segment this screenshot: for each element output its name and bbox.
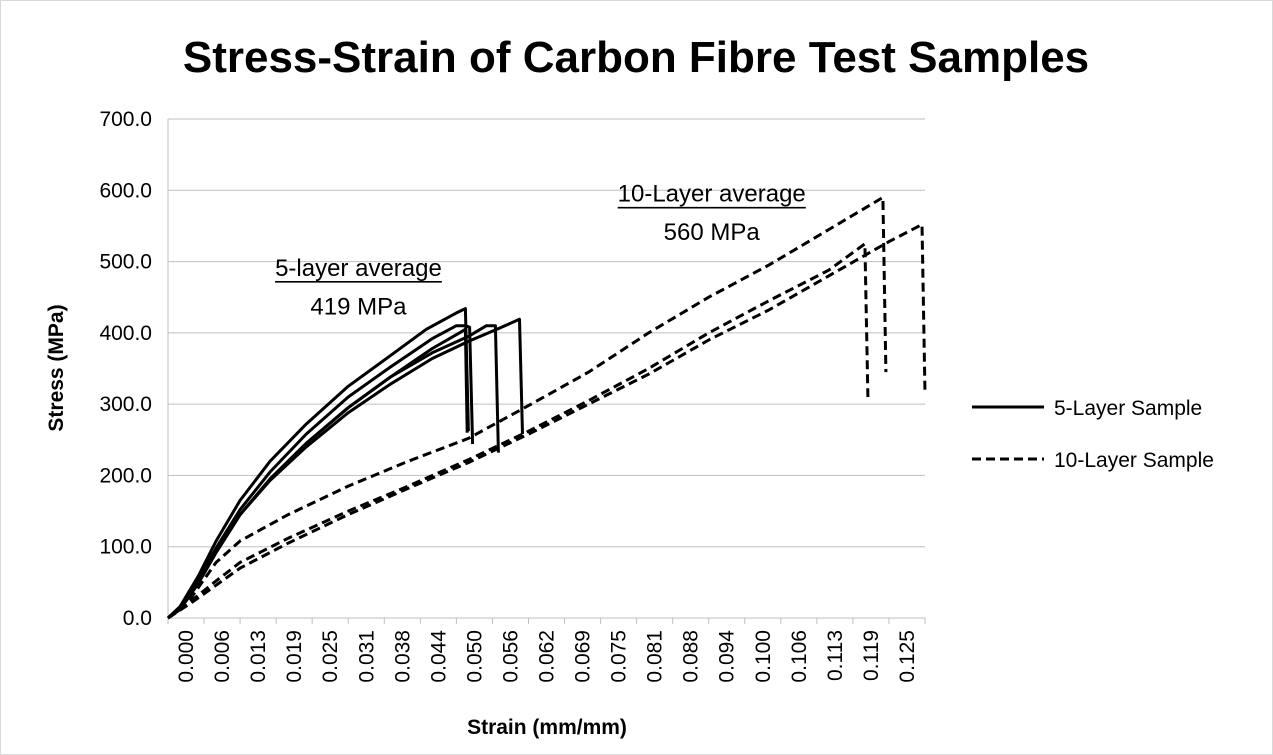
x-tick-label: 0.006 [211, 630, 234, 683]
annotation-value: 419 MPa [310, 293, 407, 320]
x-tick-label: 0.031 [355, 630, 378, 683]
chart-title: Stress-Strain of Carbon Fibre Test Sampl… [183, 33, 1089, 82]
10-layer-sample-line [167, 195, 888, 620]
x-tick-label: 0.013 [247, 630, 270, 683]
x-tick-label: 0.094 [716, 630, 739, 683]
y-axis-title: Stress (MPa) [45, 304, 68, 431]
gridlines [168, 118, 925, 619]
x-tick-label: 0.069 [572, 630, 595, 683]
x-tick-label: 0.113 [824, 630, 847, 681]
axes: 0.0 100.0 200.0 300.0 400.0 500.0 600.0 700.0 0.… [99, 108, 926, 683]
legend-label: 10-Layer Sample [1054, 449, 1214, 472]
x-tick-label: 0.038 [391, 630, 414, 683]
5-layer-sample-line [167, 317, 524, 620]
y-tick-label: 100.0 [99, 536, 152, 559]
5-layer-sample-line [167, 327, 469, 620]
x-tick-label: 0.119 [860, 630, 883, 681]
y-tick-label: 300.0 [99, 393, 152, 416]
10-layer-sample-line [167, 223, 927, 620]
x-tick-label: 0.050 [463, 630, 486, 683]
annotation-heading: 5-layer average [275, 255, 442, 282]
x-tick-label: 0.019 [283, 630, 306, 683]
x-tick-label: 0.100 [752, 630, 775, 683]
5-layer-sample-line [166, 307, 470, 620]
legend-label: 5-Layer Sample [1054, 397, 1202, 420]
x-tick-label: 0.056 [499, 630, 522, 683]
y-tick-label: 200.0 [99, 464, 152, 487]
x-tick-label: 0.000 [175, 630, 198, 683]
x-tick-label: 0.125 [896, 630, 919, 683]
5-layer-sample-line [167, 324, 500, 620]
x-tick-label: 0.025 [319, 630, 342, 683]
annotation-heading: 10-Layer average [618, 181, 806, 208]
legend: 5-Layer Sample 10-Layer Sample [972, 397, 1214, 472]
x-tick-label: 0.081 [644, 630, 667, 683]
y-tick-label: 600.0 [99, 179, 152, 202]
series-layer [166, 195, 927, 620]
x-axis-title: Strain (mm/mm) [467, 716, 627, 739]
y-tick-label: 700.0 [99, 108, 152, 131]
x-tick-label: 0.075 [608, 630, 631, 683]
10-layer-sample-line [167, 242, 870, 620]
x-tick-label: 0.062 [536, 630, 559, 683]
x-tick-label: 0.044 [427, 630, 450, 683]
x-tick-label: 0.088 [680, 630, 703, 683]
annotations: 5-layer average 419 MPa 10-Layer average 56… [275, 181, 806, 320]
5-layer-sample-line [167, 324, 475, 620]
y-tick-label: 0.0 [123, 607, 152, 630]
x-tick-label: 0.106 [788, 630, 811, 683]
y-tick-label: 500.0 [99, 251, 152, 274]
y-tick-label: 400.0 [99, 322, 152, 345]
annotation-value: 560 MPa [664, 219, 761, 246]
